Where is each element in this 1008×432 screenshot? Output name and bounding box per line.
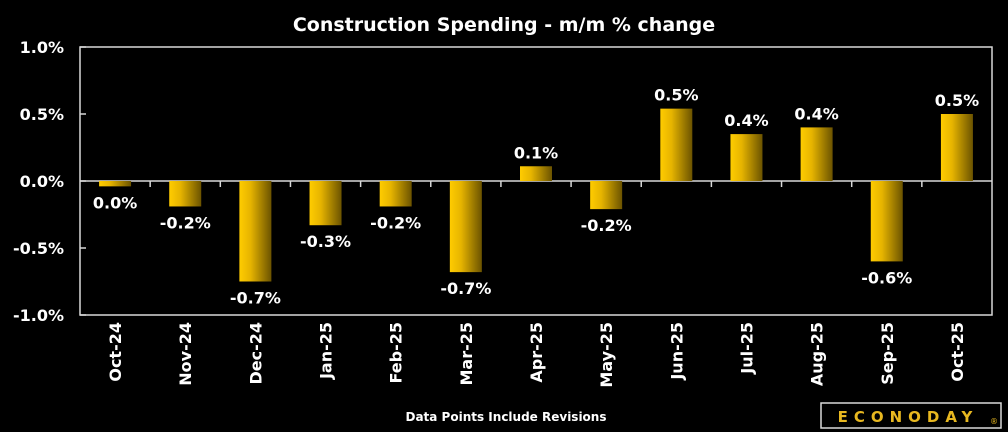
bar	[590, 181, 623, 210]
x-tick-label: May-25	[597, 322, 616, 388]
bar	[660, 108, 693, 181]
data-label: 0.1%	[514, 143, 558, 162]
y-tick-label: -1.0%	[13, 306, 64, 325]
bar	[940, 114, 973, 181]
x-tick-label: Apr-25	[527, 322, 546, 383]
data-label: -0.7%	[440, 279, 491, 298]
x-tick-label: Jun-25	[667, 322, 686, 381]
bar	[169, 181, 202, 207]
y-axis: 1.0% 0.5% 0.0% -0.5% -1.0%	[13, 38, 86, 325]
bar	[449, 181, 482, 273]
data-label: 0.0%	[93, 193, 137, 212]
data-label: 0.4%	[724, 111, 768, 130]
econoday-logo-text: ECONODAY	[838, 408, 979, 426]
x-tick-label: Dec-24	[246, 322, 265, 385]
bar	[239, 181, 272, 282]
chart-title: Construction Spending - m/m % change	[293, 14, 715, 36]
x-tick-label: Jul-25	[737, 322, 756, 375]
econoday-logo-frame	[820, 402, 1002, 429]
bar	[730, 134, 763, 181]
y-tick-label: 0.0%	[20, 172, 64, 191]
x-tick-label: Nov-24	[176, 322, 195, 386]
x-tick-label: Oct-25	[948, 322, 967, 382]
footnote: Data Points Include Revisions	[405, 410, 606, 424]
x-tick-label: Sep-25	[878, 322, 897, 385]
data-labels: 0.0% -0.2% -0.7% -0.3% -0.2% -0.7% 0.1% -0.2% 0.…	[93, 86, 979, 308]
x-tick-label: Feb-25	[387, 322, 406, 384]
x-tick-label: Aug-25	[808, 322, 827, 386]
bar	[309, 181, 342, 226]
bar	[520, 166, 552, 181]
bar	[800, 127, 833, 181]
y-tick-label: -0.5%	[13, 239, 64, 258]
data-label: 0.4%	[794, 104, 838, 123]
x-axis: Oct-24 Nov-24 Dec-24 Jan-25 Feb-25 Mar-25 Apr-…	[80, 180, 992, 388]
x-tick-label: Oct-24	[106, 322, 125, 382]
x-tick-label: Mar-25	[457, 322, 476, 386]
data-label: -0.2%	[160, 213, 211, 232]
y-tick-label: 0.5%	[20, 105, 64, 124]
data-label: 0.5%	[935, 91, 979, 110]
data-label: -0.2%	[581, 216, 632, 235]
bar	[379, 181, 412, 207]
bar	[99, 181, 132, 187]
bar	[870, 181, 903, 262]
data-label: -0.3%	[300, 232, 351, 251]
bars	[99, 108, 973, 282]
data-label: -0.6%	[861, 268, 912, 287]
data-label: -0.2%	[370, 213, 421, 232]
x-tick-label: Jan-25	[317, 322, 336, 380]
y-tick-label: 1.0%	[20, 38, 64, 57]
econoday-logo: ECONODAY ®	[820, 402, 1002, 429]
registered-mark-icon: ®	[990, 417, 998, 426]
data-label: -0.7%	[230, 289, 281, 308]
data-label: 0.5%	[654, 86, 698, 105]
